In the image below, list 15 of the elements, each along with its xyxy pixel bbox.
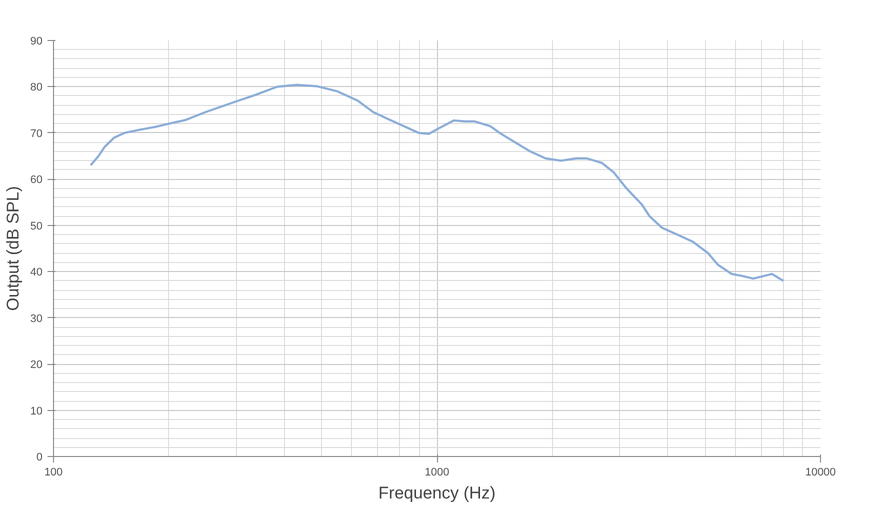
y-axis-title: Output (dB SPL) [3, 186, 22, 311]
x-tick-label: 1000 [424, 466, 450, 478]
y-tick-label: 60 [30, 174, 43, 186]
y-tick-label: 50 [30, 220, 43, 232]
y-tick-label: 10 [30, 405, 43, 418]
y-tick-label: 0 [36, 452, 43, 464]
y-tick-label: 80 [30, 82, 43, 94]
x-tick-label: 100 [44, 466, 63, 478]
y-tick-label: 70 [30, 128, 43, 140]
x-axis-title: Frequency (Hz) [378, 484, 496, 502]
x-tick-label: 10000 [805, 466, 836, 478]
y-tick-label: 20 [30, 359, 43, 372]
y-tick-label: 90 [30, 36, 43, 48]
y-tick-label: 30 [30, 312, 43, 325]
y-tick-label: 40 [30, 266, 43, 279]
